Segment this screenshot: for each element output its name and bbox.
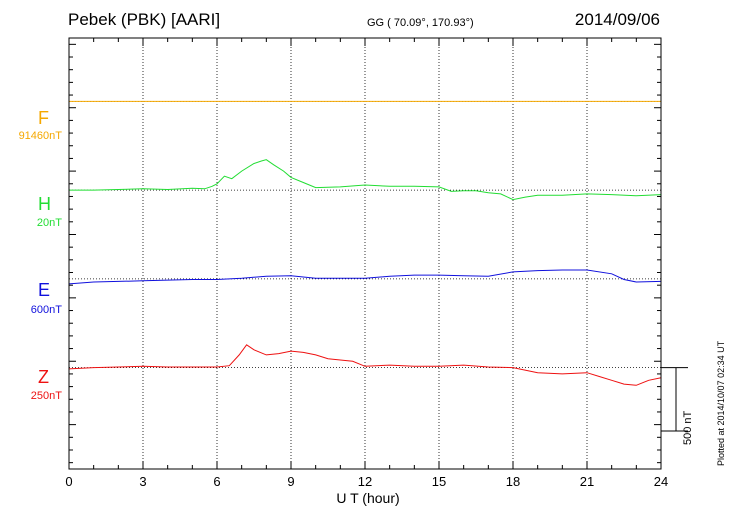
x-tick-label: 0 bbox=[65, 474, 72, 489]
x-tick-label: 12 bbox=[358, 474, 372, 489]
series-lines bbox=[68, 100, 662, 386]
x-tick-label: 24 bbox=[654, 474, 668, 489]
series-line-z bbox=[68, 344, 662, 386]
x-tick-label: 18 bbox=[506, 474, 520, 489]
x-tick-label: 15 bbox=[432, 474, 446, 489]
baseline-lines bbox=[69, 100, 661, 368]
component-scale-h: 20nT bbox=[36, 217, 62, 229]
component-scale-z: 250nT bbox=[30, 390, 62, 402]
plotted-timestamp: Plotted at 2014/10/07 02:34 UT bbox=[716, 340, 726, 466]
x-axis-label: U T (hour) bbox=[336, 490, 400, 506]
component-letter-e: E bbox=[38, 280, 51, 300]
component-letter-f: F bbox=[38, 108, 49, 128]
series-line-e bbox=[68, 269, 662, 285]
station-title: Pebek (PBK) [AARI] bbox=[68, 10, 221, 29]
date-label: 2014/09/06 bbox=[574, 10, 660, 29]
component-letter-h: H bbox=[38, 194, 51, 214]
series-line-h bbox=[69, 159, 662, 201]
axis-ticks: 0 3 6 9 12 15 18 21 24 bbox=[65, 38, 668, 489]
x-tick-label: 3 bbox=[139, 474, 146, 489]
grid-lines bbox=[142, 38, 588, 469]
x-tick-label: 6 bbox=[213, 474, 220, 489]
component-letter-z: Z bbox=[38, 367, 49, 387]
component-scale-f: 91460nT bbox=[18, 130, 62, 142]
geographic-coordinates: GG ( 70.09°, 170.93°) bbox=[367, 17, 474, 29]
x-tick-label: 9 bbox=[287, 474, 294, 489]
component-scale-e: 600nT bbox=[30, 304, 62, 316]
scale-bar bbox=[661, 367, 688, 432]
scale-bar-label: 500 nT bbox=[682, 410, 694, 445]
x-tick-label: 21 bbox=[580, 474, 594, 489]
